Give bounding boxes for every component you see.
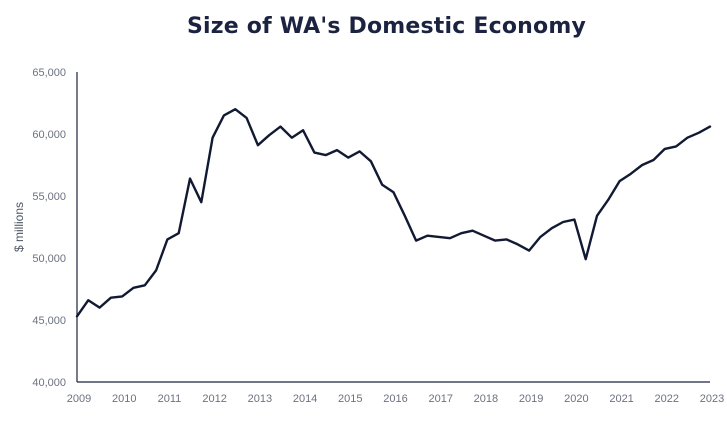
chart-title: Size of WA's Domestic Economy (186, 14, 586, 39)
x-tick-label: 2013 (248, 393, 272, 405)
x-tick-label: 2009 (67, 393, 91, 405)
x-tick-label: 2019 (519, 393, 543, 405)
x-tick-label: 2017 (428, 393, 452, 405)
x-tick-label: 2012 (202, 393, 226, 405)
x-tick-label: 2018 (474, 393, 498, 405)
x-tick-label: 2021 (609, 393, 633, 405)
x-tick-label: 2023 (700, 393, 724, 405)
y-tick-label: 45,000 (32, 315, 66, 327)
series-line (75, 108, 712, 318)
y-tick-label: 55,000 (32, 191, 66, 203)
x-tick-label: 2010 (112, 393, 136, 405)
y-tick-label: 60,000 (32, 129, 66, 141)
x-tick-label: 2022 (655, 393, 679, 405)
y-tick-label: 50,000 (32, 253, 66, 265)
x-tick-label: 2020 (564, 393, 588, 405)
y-tick-label: 40,000 (32, 377, 66, 389)
x-tick-label: 2011 (158, 393, 182, 405)
x-tick-label: 2014 (293, 393, 317, 405)
x-tick-label: 2015 (338, 393, 362, 405)
y-axis-label: $ millions (12, 202, 26, 252)
y-tick-label: 65,000 (32, 67, 66, 79)
x-tick-label: 2016 (383, 393, 407, 405)
